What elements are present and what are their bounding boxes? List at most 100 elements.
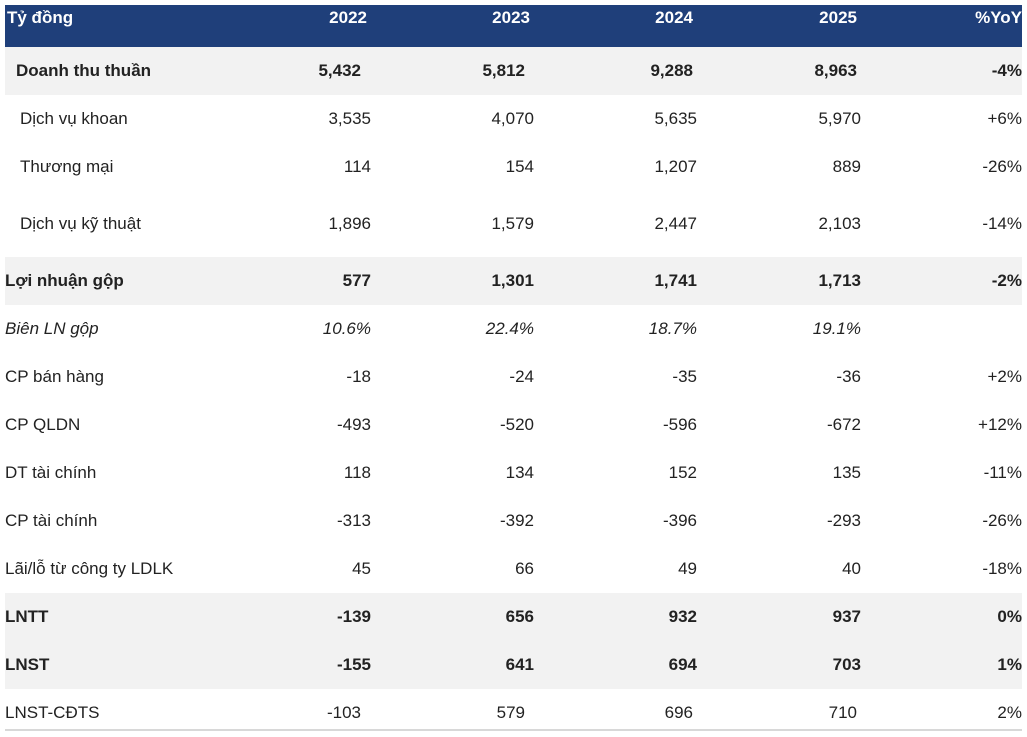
- cell-2022: -493: [336, 415, 371, 434]
- cell-yoy: +12%: [978, 415, 1022, 434]
- cell-yoy: 2%: [997, 703, 1022, 722]
- cell-2024: 49: [678, 559, 697, 578]
- cell-2023: 656: [505, 607, 534, 626]
- cell-2022: 45: [352, 559, 371, 578]
- header-unit-label: Tỷ đồng: [7, 8, 74, 27]
- cell-2023: 66: [515, 559, 534, 578]
- cell-2023: 5,812: [482, 61, 525, 80]
- cell-2022: 10.6%: [322, 319, 371, 338]
- row-label: Biên LN gộp: [5, 319, 99, 338]
- financial-table: Tỷ đồng 2022 2023 2024 2025 %YoY Doanh t…: [5, 5, 1022, 737]
- table-row-gross-margin: Biên LN gộp 10.6% 22.4% 18.7% 19.1%: [5, 305, 1022, 353]
- table-row-associates-profit: Lãi/lỗ từ công ty LDLK 45 66 49 40 -18%: [5, 545, 1022, 593]
- cell-2025: 8,963: [814, 61, 857, 80]
- cell-2023: 22.4%: [485, 319, 534, 338]
- cell-yoy: +6%: [987, 109, 1023, 128]
- cell-2023: 641: [505, 655, 534, 674]
- cell-2025: 2,103: [818, 214, 861, 233]
- cell-yoy: -26%: [982, 157, 1022, 176]
- table-row-trading: Thương mại 114 154 1,207 889 -26%: [5, 143, 1022, 191]
- cell-2022: 577: [342, 271, 371, 290]
- row-label: Dịch vụ kỹ thuật: [20, 214, 141, 233]
- table-row-financial-expense: CP tài chính -313 -392 -396 -293 -26%: [5, 497, 1022, 545]
- row-label: DT tài chính: [5, 463, 97, 482]
- cell-2024: -396: [662, 511, 697, 530]
- cell-2025: 937: [832, 607, 861, 626]
- cell-2024: 696: [664, 703, 693, 722]
- table-row-profit-to-shareholders: LNST-CĐTS -103 579 696 710 2%: [5, 689, 1022, 737]
- cell-2023: -24: [509, 367, 534, 386]
- cell-2024: -596: [662, 415, 697, 434]
- row-label: CP QLDN: [5, 415, 81, 434]
- table-row-financial-income: DT tài chính 118 134 152 135 -11%: [5, 449, 1022, 497]
- cell-2022: 1,896: [328, 214, 371, 233]
- cell-2023: 154: [505, 157, 534, 176]
- cell-2024: 9,288: [650, 61, 693, 80]
- header-col-yoy: %YoY: [975, 8, 1022, 27]
- table-row-profit-before-tax: LNTT -139 656 932 937 0%: [5, 593, 1022, 641]
- cell-2022: 114: [343, 157, 371, 176]
- cell-yoy: -4%: [991, 61, 1022, 80]
- cell-2022: -155: [336, 655, 371, 674]
- row-label: Lợi nhuận gộp: [5, 271, 124, 290]
- cell-2023: -392: [499, 511, 534, 530]
- cell-yoy: -26%: [982, 511, 1022, 530]
- table-row-drilling: Dịch vụ khoan 3,535 4,070 5,635 5,970 +6…: [5, 95, 1022, 143]
- cell-2024: 694: [668, 655, 697, 674]
- cell-2025: 40: [842, 559, 861, 578]
- cell-2024: 1,741: [654, 271, 697, 290]
- cell-2025: 710: [828, 703, 857, 722]
- cell-2022: -103: [326, 703, 361, 722]
- cell-2025: 5,970: [818, 109, 861, 128]
- cell-2023: 4,070: [491, 109, 534, 128]
- cell-yoy: +2%: [987, 367, 1023, 386]
- cell-yoy: -11%: [983, 463, 1022, 482]
- header-col-2024: 2024: [655, 8, 693, 27]
- table-row-selling-expense: CP bán hàng -18 -24 -35 -36 +2%: [5, 353, 1022, 401]
- header-col-2023: 2023: [492, 8, 530, 27]
- cell-2024: 1,207: [654, 157, 697, 176]
- table-bottom-divider: [5, 729, 1022, 731]
- cell-2025: -36: [836, 367, 861, 386]
- table-row-gross-profit: Lợi nhuận gộp 577 1,301 1,741 1,713 -2%: [5, 257, 1022, 305]
- cell-2025: -293: [826, 511, 861, 530]
- cell-2024: 18.7%: [648, 319, 697, 338]
- cell-yoy: -18%: [982, 559, 1022, 578]
- row-label: LNST: [5, 655, 50, 674]
- cell-2023: 1,579: [491, 214, 534, 233]
- cell-2024: 152: [668, 463, 697, 482]
- row-label: CP tài chính: [5, 511, 98, 530]
- cell-2022: -313: [336, 511, 371, 530]
- cell-2025: 19.1%: [812, 319, 861, 338]
- cell-2023: -520: [499, 415, 534, 434]
- cell-yoy: -14%: [982, 214, 1022, 233]
- cell-2025: 135: [832, 463, 861, 482]
- table-row-admin-expense: CP QLDN -493 -520 -596 -672 +12%: [5, 401, 1022, 449]
- cell-2022: -139: [336, 607, 371, 626]
- cell-2025: 703: [832, 655, 861, 674]
- row-label: Dịch vụ khoan: [20, 109, 128, 128]
- cell-2024: 2,447: [654, 214, 697, 233]
- row-label: Thương mại: [20, 157, 114, 176]
- cell-2025: 1,713: [818, 271, 861, 290]
- cell-2023: 134: [505, 463, 534, 482]
- table-row-revenue: Doanh thu thuần 5,432 5,812 9,288 8,963 …: [5, 47, 1022, 95]
- cell-2022: 3,535: [328, 109, 371, 128]
- cell-2025: -672: [826, 415, 861, 434]
- cell-2024: 5,635: [654, 109, 697, 128]
- cell-yoy: -2%: [991, 271, 1022, 290]
- row-label: Doanh thu thuần: [16, 61, 152, 80]
- row-label: LNTT: [5, 607, 49, 626]
- header-col-2022: 2022: [329, 8, 367, 27]
- cell-2025: 889: [832, 157, 861, 176]
- cell-2024: -35: [672, 367, 697, 386]
- cell-2022: 118: [343, 463, 371, 482]
- cell-2024: 932: [668, 607, 697, 626]
- table-row-profit-after-tax: LNST -155 641 694 703 1%: [5, 641, 1022, 689]
- cell-yoy: 1%: [997, 655, 1022, 674]
- row-label: LNST-CĐTS: [5, 703, 100, 722]
- header-col-2025: 2025: [819, 8, 857, 27]
- cell-2023: 1,301: [491, 271, 534, 290]
- cell-2022: 5,432: [318, 61, 361, 80]
- cell-2022: -18: [346, 367, 371, 386]
